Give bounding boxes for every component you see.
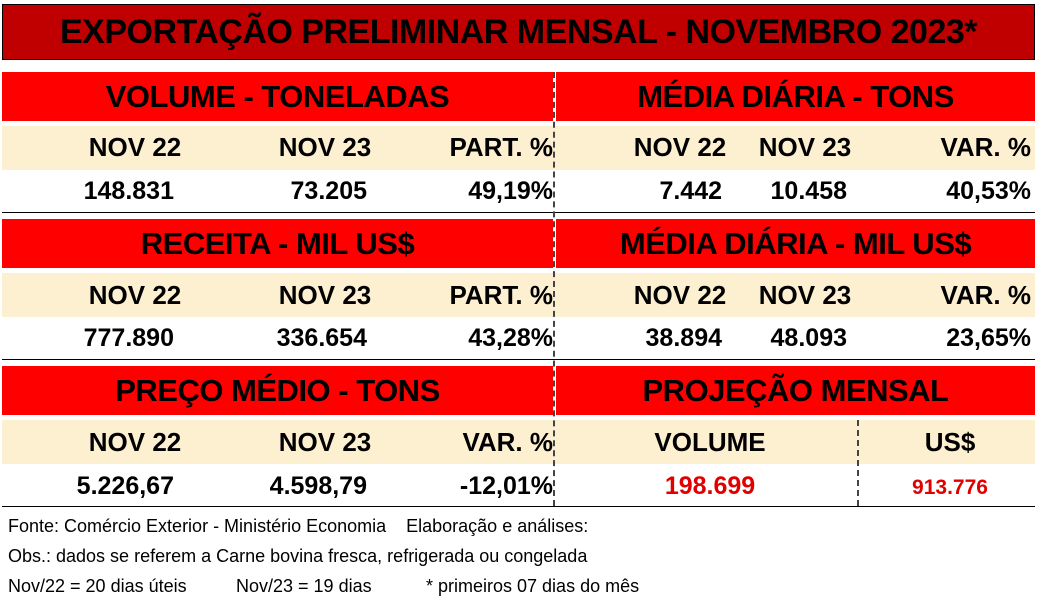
volume-nov22-value: 148.831 [83,177,174,205]
section2-header-row [2,273,1035,317]
header-var: VAR. % [940,132,1031,162]
report-title-text: EXPORTAÇÃO PRELIMINAR MENSAL - NOVEMBRO … [59,12,978,51]
header-var: VAR. % [940,280,1031,310]
revenue-nov22-value: 777.890 [83,324,174,352]
section1-header-row [2,126,1035,170]
header-var: VAR. % [462,427,553,457]
header-nov23: NOV 23 [278,132,372,162]
revenue-heading: RECEITA - MIL US$ [140,225,415,261]
daily-usd-nov22-value: 38.894 [645,324,722,352]
projection-volume-value: 198.699 [664,472,756,500]
monthly-projection-heading: PROJEÇÃO MENSAL [642,372,949,408]
daily-tons-nov23-value: 10.458 [770,177,847,205]
header-nov23: NOV 23 [278,427,372,457]
header-part: PART. % [449,280,553,310]
price-nov22-value: 5.226,67 [76,472,174,500]
header-nov22: NOV 22 [633,280,727,310]
daily-avg-usd-heading-band: MÉDIA DIÁRIA - MIL US$ [556,219,1035,268]
daily-tons-var-value: 40,53% [946,177,1031,205]
header-nov22: NOV 22 [88,427,182,457]
daily-usd-var-value: 23,65% [946,324,1031,352]
center-dashed-divider [553,72,555,506]
daily-avg-tons-heading-band: MÉDIA DIÁRIA - TONS [556,72,1035,121]
volume-nov23-value: 73.205 [290,177,367,205]
header-usd: US$ [924,427,976,457]
footer-workdays-2022: Nov/22 = 20 dias úteis [8,576,187,596]
divider [2,212,1035,213]
revenue-part-value: 43,28% [468,324,553,352]
daily-tons-nov22-value: 7.442 [659,177,722,205]
price-nov23-value: 4.598,79 [269,472,367,500]
projection-dashed-divider [857,420,859,506]
header-nov22: NOV 22 [88,280,182,310]
divider [2,359,1035,360]
revenue-nov23-value: 336.654 [276,324,367,352]
header-nov22: NOV 22 [88,132,182,162]
header-nov22: NOV 22 [633,132,727,162]
header-nov23: NOV 23 [758,132,852,162]
header-nov23: NOV 23 [278,280,372,310]
monthly-projection-heading-band: PROJEÇÃO MENSAL [556,366,1035,415]
volume-heading-band: VOLUME - TONELADAS [2,72,553,121]
footer-observation: Obs.: dados se referem a Carne bovina fr… [8,546,588,566]
daily-avg-usd-heading: MÉDIA DIÁRIA - MIL US$ [619,225,972,261]
avg-price-heading: PREÇO MÉDIO - TONS [115,372,440,408]
divider [2,506,1035,507]
header-nov23: NOV 23 [758,280,852,310]
projection-usd-value: 913.776 [912,476,988,499]
price-var-value: -12,01% [459,472,553,500]
footer-source: Fonte: Comércio Exterior - Ministério Ec… [8,516,589,536]
footer-partial-note: * primeiros 07 dias do mês [426,576,640,596]
daily-usd-nov23-value: 48.093 [770,324,847,352]
report-title: EXPORTAÇÃO PRELIMINAR MENSAL - NOVEMBRO … [2,4,1035,60]
volume-part-value: 49,19% [468,177,553,205]
avg-price-heading-band: PREÇO MÉDIO - TONS [2,366,553,415]
footer-workdays-2023: Nov/23 = 19 dias [236,576,372,596]
header-volume: VOLUME [654,427,766,457]
daily-avg-tons-heading: MÉDIA DIÁRIA - TONS [637,78,954,114]
volume-heading: VOLUME - TONELADAS [105,78,450,114]
section3-header-row [2,420,1035,464]
header-part: PART. % [449,132,553,162]
revenue-heading-band: RECEITA - MIL US$ [2,219,553,268]
